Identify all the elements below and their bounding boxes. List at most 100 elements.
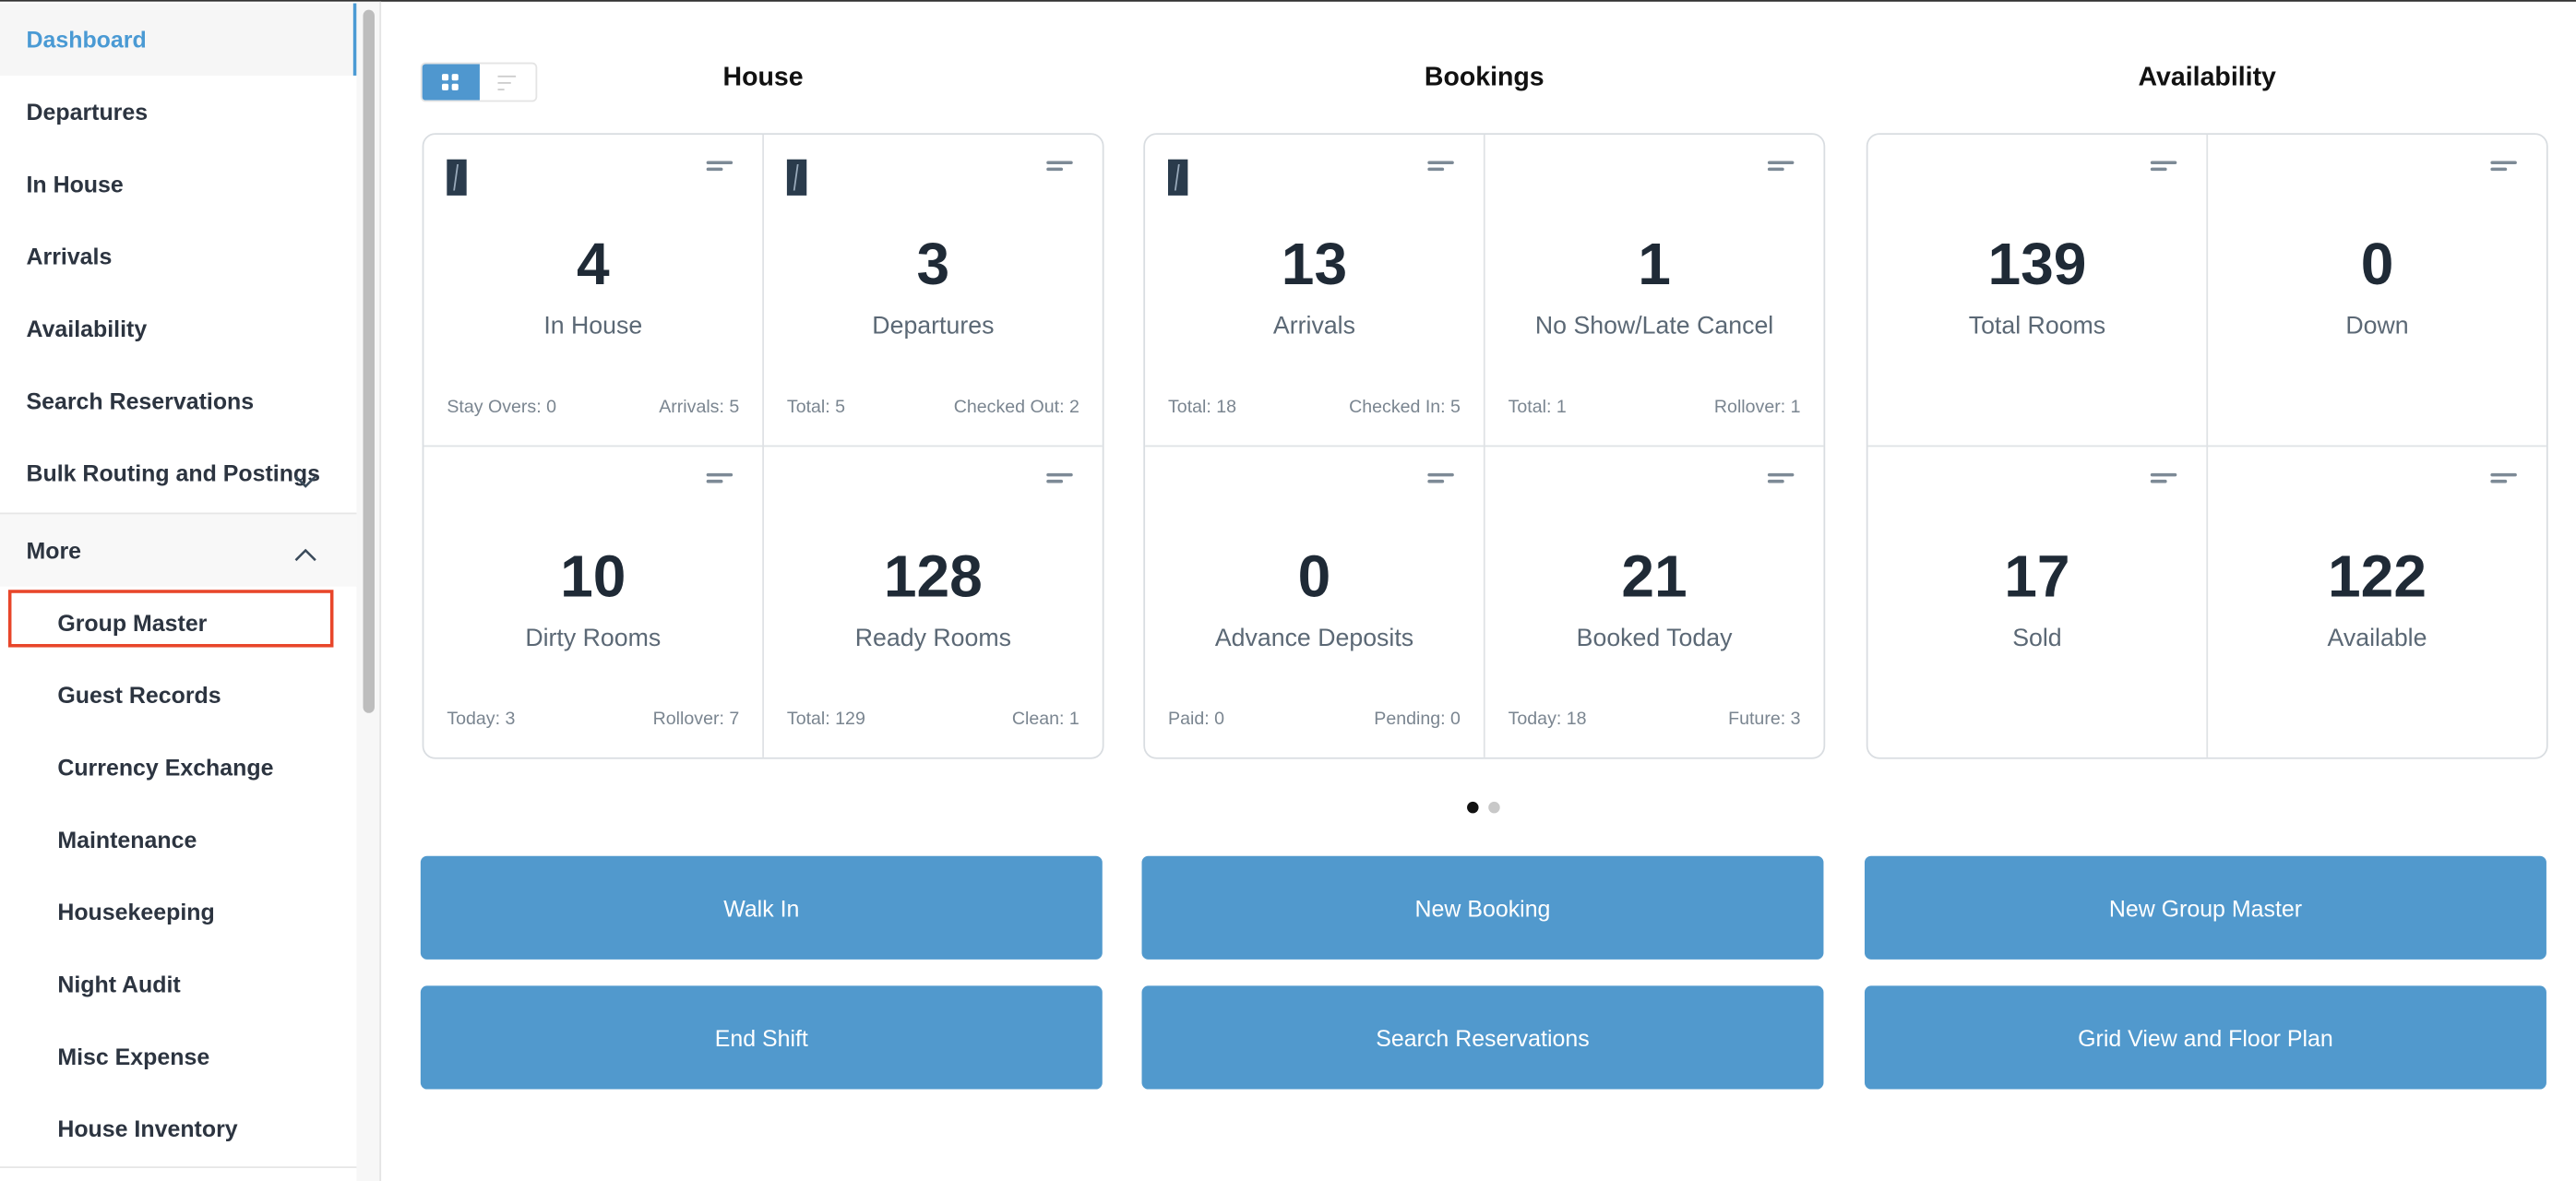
sidebar-item-dashboard[interactable]: Dashboard	[0, 3, 357, 76]
stat-label: In House	[543, 312, 643, 340]
stat-detail-left: Total: 129	[786, 710, 865, 730]
stat-card-dirty-rooms[interactable]: 10 Dirty Rooms Today: 3 Rollover: 7	[423, 447, 762, 758]
panel-availability: 139 Total Rooms 0 Down 17 Sold 122 Available	[1866, 133, 2548, 759]
menu-icon[interactable]	[1427, 472, 1454, 490]
end-shift-button[interactable]: End Shift	[420, 985, 1103, 1090]
menu-icon[interactable]	[706, 472, 733, 490]
stat-card-departures[interactable]: 3 Departures Total: 5 Checked Out: 2	[764, 135, 1103, 446]
menu-icon[interactable]	[1767, 161, 1795, 177]
stat-detail-right: Rollover: 7	[652, 710, 740, 730]
stat-card-total-rooms[interactable]: 139 Total Rooms	[1868, 135, 2207, 446]
stat-card-ready-rooms[interactable]: 128 Ready Rooms Total: 129 Clean: 1	[764, 447, 1103, 758]
stat-value: 122	[2328, 542, 2427, 610]
sidebar-item-currency-exchange[interactable]: Currency Exchange	[0, 731, 356, 803]
stat-label: Down	[2345, 312, 2409, 340]
sidebar-scrollbar-thumb[interactable]	[363, 9, 375, 713]
stat-label: Ready Rooms	[854, 624, 1011, 652]
menu-icon[interactable]	[2490, 472, 2517, 490]
stat-value: 21	[1621, 542, 1688, 610]
carousel-pager	[1467, 801, 1500, 814]
stat-label: Sold	[2012, 624, 2062, 652]
sidebar-item-night-audit[interactable]: Night Audit	[0, 948, 356, 1020]
chevron-down-icon[interactable]	[294, 470, 317, 493]
hotel-logo-icon	[447, 159, 467, 196]
pager-dot-1[interactable]	[1467, 801, 1479, 814]
stat-detail-left: Total: 1	[1508, 397, 1567, 418]
stat-detail-right: Checked Out: 2	[953, 397, 1079, 418]
stat-value: 13	[1281, 230, 1348, 298]
stat-detail-left: Total: 5	[786, 397, 846, 418]
menu-icon[interactable]	[2150, 161, 2177, 177]
chevron-up-icon[interactable]	[294, 543, 317, 567]
sidebar-item-label: Arrivals	[26, 243, 113, 270]
sidebar-item-label: House Inventory	[57, 1115, 238, 1142]
list-view-button[interactable]	[479, 64, 535, 100]
sidebar-item-departures[interactable]: Departures	[0, 76, 356, 148]
menu-icon[interactable]	[1046, 161, 1073, 177]
stat-value: 4	[576, 230, 610, 298]
sidebar-item-guest-records[interactable]: Guest Records	[0, 659, 356, 731]
stat-card-no-show-late-cancel[interactable]: 1 No Show/Late Cancel Total: 1 Rollover: 1	[1485, 135, 1824, 446]
sidebar-item-bulk-routing-and-postings[interactable]: Bulk Routing and Postings	[0, 437, 356, 509]
sidebar-item-label: Night Audit	[57, 971, 181, 997]
sidebar-item-label: Availability	[26, 315, 148, 342]
stat-detail-left: Stay Overs: 0	[447, 397, 556, 418]
sidebar-divider	[0, 1166, 380, 1169]
stat-detail-right: Rollover: 1	[1713, 397, 1801, 418]
stat-value: 0	[2360, 230, 2394, 298]
stat-label: No Show/Late Cancel	[1534, 312, 1774, 340]
new-booking-button[interactable]: New Booking	[1141, 855, 1824, 960]
walk-in-button[interactable]: Walk In	[420, 855, 1103, 960]
sidebar-item-availability[interactable]: Availability	[0, 292, 356, 364]
menu-icon[interactable]	[1427, 161, 1454, 177]
section-title-house: House	[722, 64, 804, 92]
stat-card-sold[interactable]: 17 Sold	[1868, 447, 2207, 758]
stat-detail-left: Paid: 0	[1168, 710, 1224, 730]
menu-icon[interactable]	[706, 161, 733, 177]
stat-label: Dirty Rooms	[525, 624, 662, 652]
stat-card-down[interactable]: 0 Down	[2208, 135, 2546, 446]
new-group-master-button[interactable]: New Group Master	[1864, 855, 2546, 960]
sidebar-item-maintenance[interactable]: Maintenance	[0, 804, 356, 876]
stat-label: Available	[2327, 624, 2427, 652]
sidebar-item-label: Housekeeping	[57, 898, 215, 925]
stat-label: Departures	[872, 312, 995, 340]
grid-view-button[interactable]	[422, 64, 480, 101]
sidebar-item-misc-expense[interactable]: Misc Expense	[0, 1020, 356, 1092]
sidebar-item-housekeeping[interactable]: Housekeeping	[0, 876, 356, 948]
hotel-logo-icon	[786, 159, 807, 196]
menu-icon[interactable]	[2150, 472, 2177, 490]
menu-icon[interactable]	[1046, 472, 1073, 490]
menu-icon[interactable]	[1767, 472, 1795, 490]
divider	[1867, 445, 2546, 447]
stat-value: 0	[1297, 542, 1331, 610]
stat-label: Booked Today	[1576, 624, 1733, 652]
stat-detail-right: Clean: 1	[1011, 710, 1079, 730]
stat-label: Total Rooms	[1968, 312, 2106, 340]
sidebar-item-search-reservations[interactable]: Search Reservations	[0, 364, 356, 436]
pager-dot-2[interactable]	[1488, 801, 1500, 814]
panel-house: 4 In House Stay Overs: 0 Arrivals: 5 3 Depart…	[422, 133, 1104, 759]
sidebar-item-group-master[interactable]: Group Master	[0, 587, 356, 659]
stat-card-available[interactable]: 122 Available	[2208, 447, 2546, 758]
stat-value: 10	[560, 542, 626, 610]
stat-card-in-house[interactable]: 4 In House Stay Overs: 0 Arrivals: 5	[423, 135, 762, 446]
sidebar-item-label: Group Master	[57, 609, 208, 637]
sidebar-item-house-inventory[interactable]: House Inventory	[0, 1092, 356, 1164]
sidebar-item-in-house[interactable]: In House	[0, 148, 356, 220]
stat-card-arrivals[interactable]: 13 Arrivals Total: 18 Checked In: 5	[1145, 135, 1484, 446]
menu-icon[interactable]	[2490, 161, 2517, 177]
sidebar-item-more[interactable]: More	[0, 514, 357, 587]
sidebar-item-arrivals[interactable]: Arrivals	[0, 221, 356, 292]
stat-card-booked-today[interactable]: 21 Booked Today Today: 18 Future: 3	[1485, 447, 1824, 758]
stat-value: 3	[916, 230, 950, 298]
search-reservations-button[interactable]: Search Reservations	[1141, 985, 1824, 1090]
sidebar-item-label: Maintenance	[57, 826, 197, 853]
panel-bookings: 13 Arrivals Total: 18 Checked In: 5 1 No Show…	[1143, 133, 1826, 759]
stat-detail-right: Checked In: 5	[1349, 397, 1461, 418]
stat-value: 128	[883, 542, 983, 610]
stat-detail-left: Total: 18	[1168, 397, 1237, 418]
stat-card-advance-deposits[interactable]: 0 Advance Deposits Paid: 0 Pending: 0	[1145, 447, 1484, 758]
grid-view-and-floor-plan-button[interactable]: Grid View and Floor Plan	[1864, 985, 2546, 1090]
sidebar-item-label: Search Reservations	[26, 388, 255, 414]
